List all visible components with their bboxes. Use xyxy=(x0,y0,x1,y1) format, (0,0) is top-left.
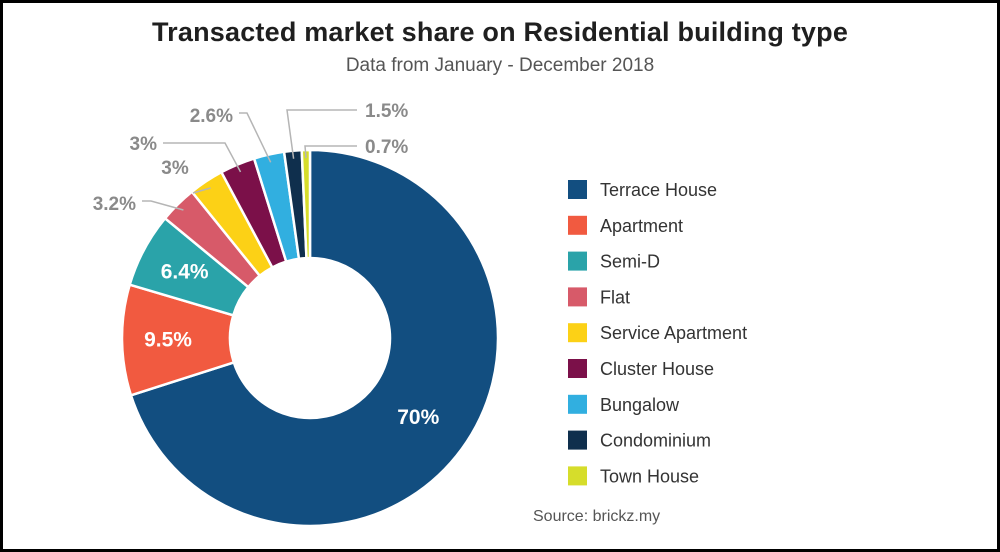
legend-item-semi-d: Semi-D xyxy=(568,251,660,272)
leader-line-bungalow xyxy=(239,112,272,163)
legend-item-bungalow: Bungalow xyxy=(568,394,680,415)
chart-title: Transacted market share on Residential b… xyxy=(151,17,849,47)
slice-label-terrace-house: 70% xyxy=(397,406,439,429)
legend-swatch-terrace-house xyxy=(568,180,587,199)
slice-terrace-house xyxy=(129,148,500,528)
legend-item-town-house: Town House xyxy=(568,466,699,486)
legend-swatch-semi-d xyxy=(568,251,587,271)
legend-label-flat: Flat xyxy=(600,287,630,307)
legend-swatch-town-house xyxy=(568,466,587,486)
legend-label-semi-d: Semi-D xyxy=(600,252,660,272)
leader-lines-layer xyxy=(142,109,357,211)
leader-line-condominium xyxy=(286,109,357,159)
legend-label-cluster-house: Cluster House xyxy=(600,359,714,379)
slices-layer xyxy=(120,148,500,528)
slice-label-condominium: 1.5% xyxy=(365,101,408,122)
legend: Terrace House Apartment Semi-D Flat Service … xyxy=(568,180,747,486)
legend-label-terrace-house: Terrace House xyxy=(600,180,717,200)
legend-item-apartment: Apartment xyxy=(568,215,683,236)
source-label: Source: brickz.my xyxy=(533,508,660,525)
legend-item-flat: Flat xyxy=(568,287,630,307)
slice-label-flat: 3.2% xyxy=(93,194,136,215)
legend-label-bungalow: Bungalow xyxy=(600,395,680,415)
legend-item-terrace-house: Terrace House xyxy=(568,180,717,200)
legend-item-service-apartment: Service Apartment xyxy=(568,323,747,343)
legend-swatch-condominium xyxy=(568,430,587,450)
chart-subtitle: Data from January - December 2018 xyxy=(345,55,655,76)
legend-swatch-bungalow xyxy=(568,394,587,414)
legend-label-apartment: Apartment xyxy=(600,216,683,236)
legend-item-cluster-house: Cluster House xyxy=(568,359,714,379)
slice-labels-layer: 70% 9.5% 6.4% 3.2% 3%3% 2.6% 1.5% 0.7% xyxy=(93,101,440,429)
leader-line-cluster-house xyxy=(163,142,242,173)
legend-label-service-apartment: Service Apartment xyxy=(600,323,747,343)
legend-label-condominium: Condominium xyxy=(600,431,711,451)
slice-label-apartment: 9.5% xyxy=(144,329,192,352)
legend-swatch-cluster-house xyxy=(568,359,587,378)
legend-swatch-apartment xyxy=(568,215,587,235)
leader-line-service-apartment xyxy=(192,187,211,194)
slice-label-service-apartment: 3% xyxy=(161,158,189,179)
slice-label-semi-d: 6.4% xyxy=(161,260,209,283)
legend-item-condominium: Condominium xyxy=(568,430,711,451)
leader-line-town-house xyxy=(304,145,357,159)
slice-label-town-house: 0.7% xyxy=(365,137,408,158)
slice-label-bungalow: 2.6% xyxy=(190,106,233,127)
legend-label-town-house: Town House xyxy=(600,466,699,486)
slice-label-cluster-house: 3% xyxy=(130,134,158,155)
donut-chart: 70% 9.5% 6.4% 3.2% 3%3% 2.6% 1.5% 0.7% Terrace … xyxy=(93,101,747,528)
legend-swatch-flat xyxy=(568,287,587,307)
legend-swatch-service-apartment xyxy=(568,323,587,343)
slice-town-house xyxy=(300,148,312,260)
leader-line-flat xyxy=(142,200,184,211)
